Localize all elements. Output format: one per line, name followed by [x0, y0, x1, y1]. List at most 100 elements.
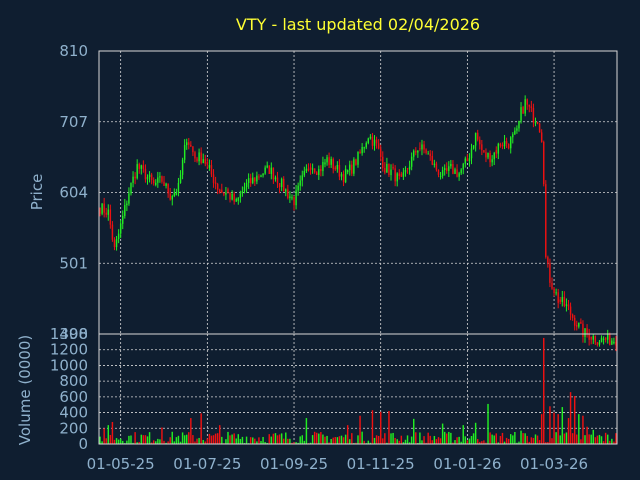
- volume-bar: [512, 435, 514, 444]
- candle-body: [159, 176, 161, 178]
- volume-bar: [559, 435, 561, 444]
- volume-bar: [202, 439, 204, 444]
- volume-bar: [446, 433, 448, 444]
- candle-body: [128, 193, 130, 204]
- candle-body: [534, 121, 537, 124]
- candle-body: [590, 336, 592, 340]
- volume-bar: [266, 442, 268, 444]
- candle-body: [165, 183, 167, 186]
- candle-body: [243, 186, 246, 191]
- candle-body: [353, 159, 355, 174]
- volume-bar: [163, 440, 165, 444]
- price-candle: [538, 122, 541, 133]
- price-candle: [493, 151, 495, 166]
- volume-bar: [245, 436, 248, 444]
- price-candle: [349, 160, 351, 176]
- volume-bar: [485, 442, 487, 444]
- price-candle: [439, 172, 442, 180]
- price-candle: [446, 162, 448, 174]
- price-candle: [540, 129, 543, 143]
- price-candle: [421, 139, 423, 156]
- candle-body: [600, 337, 603, 343]
- price-candle: [107, 204, 110, 221]
- price-candle: [326, 154, 328, 166]
- volume-bar: [142, 435, 145, 444]
- price-candle: [520, 102, 522, 124]
- candle-body: [454, 169, 456, 174]
- volume-bar: [524, 433, 526, 444]
- price-candle: [468, 153, 471, 167]
- price-candle: [311, 163, 314, 174]
- volume-bar: [379, 411, 382, 444]
- volume-bar: [386, 442, 388, 444]
- volume-bar: [569, 392, 572, 444]
- candle-body: [249, 178, 252, 184]
- date-tick-label: 01-09-25: [260, 455, 328, 473]
- price-candle: [177, 177, 180, 197]
- candle-body: [320, 169, 322, 172]
- price-candle: [188, 137, 190, 150]
- candle-body: [466, 158, 469, 162]
- volume-bar: [417, 442, 419, 444]
- candle-body: [526, 99, 528, 105]
- price-candle: [157, 171, 159, 188]
- candle-body: [221, 189, 223, 193]
- candle-body: [196, 158, 198, 162]
- candle-body: [528, 104, 531, 107]
- candle-body: [144, 168, 147, 180]
- price-candle: [169, 187, 171, 201]
- price-candle: [578, 322, 580, 329]
- volume-bar: [431, 440, 434, 444]
- candle-body: [194, 152, 196, 159]
- price-candle: [588, 328, 590, 346]
- price-candle: [417, 150, 419, 158]
- candle-body: [396, 173, 398, 182]
- price-candle: [526, 98, 528, 110]
- volume-bar: [468, 438, 471, 444]
- candle-body: [138, 164, 140, 169]
- price-candle: [223, 192, 225, 197]
- candle-body: [433, 163, 436, 165]
- price-candle: [111, 221, 114, 242]
- candle-body: [456, 169, 458, 177]
- price-candle: [115, 235, 118, 251]
- volume-bar: [543, 337, 545, 444]
- candle-body: [328, 157, 330, 165]
- volume-bar: [171, 431, 173, 444]
- candle-body: [460, 169, 462, 174]
- price-candle: [204, 154, 207, 167]
- candle-body: [419, 148, 421, 150]
- price-candle: [474, 132, 477, 152]
- price-candle: [606, 329, 609, 344]
- candle-body: [272, 167, 275, 180]
- candle-body: [384, 168, 386, 173]
- candle-body: [266, 165, 268, 168]
- candle-body: [584, 328, 586, 337]
- price-candle: [460, 168, 462, 175]
- price-candle: [357, 151, 359, 168]
- volume-bar: [113, 439, 116, 444]
- candle-body: [338, 164, 341, 177]
- price-candle: [316, 171, 318, 176]
- volume-bar: [282, 438, 285, 444]
- candle-body: [388, 163, 390, 176]
- price-candle: [580, 318, 582, 324]
- price-candle: [429, 150, 431, 161]
- volume-bar: [161, 427, 163, 444]
- volume-bar: [540, 414, 543, 444]
- price-candle: [171, 194, 173, 206]
- volume-bar: [336, 437, 339, 444]
- candle-body: [130, 182, 132, 194]
- price-tick-label: 398: [59, 325, 88, 343]
- candle-body: [324, 162, 326, 165]
- candle-body: [545, 184, 547, 258]
- candle-body: [421, 144, 423, 150]
- price-candle: [602, 336, 605, 345]
- volume-bar: [173, 441, 176, 444]
- price-candle: [576, 320, 578, 331]
- candle-body: [357, 151, 359, 165]
- volume-bar: [188, 432, 190, 444]
- volume-bar: [384, 433, 386, 444]
- price-candle: [355, 158, 357, 166]
- candle-body: [146, 177, 149, 180]
